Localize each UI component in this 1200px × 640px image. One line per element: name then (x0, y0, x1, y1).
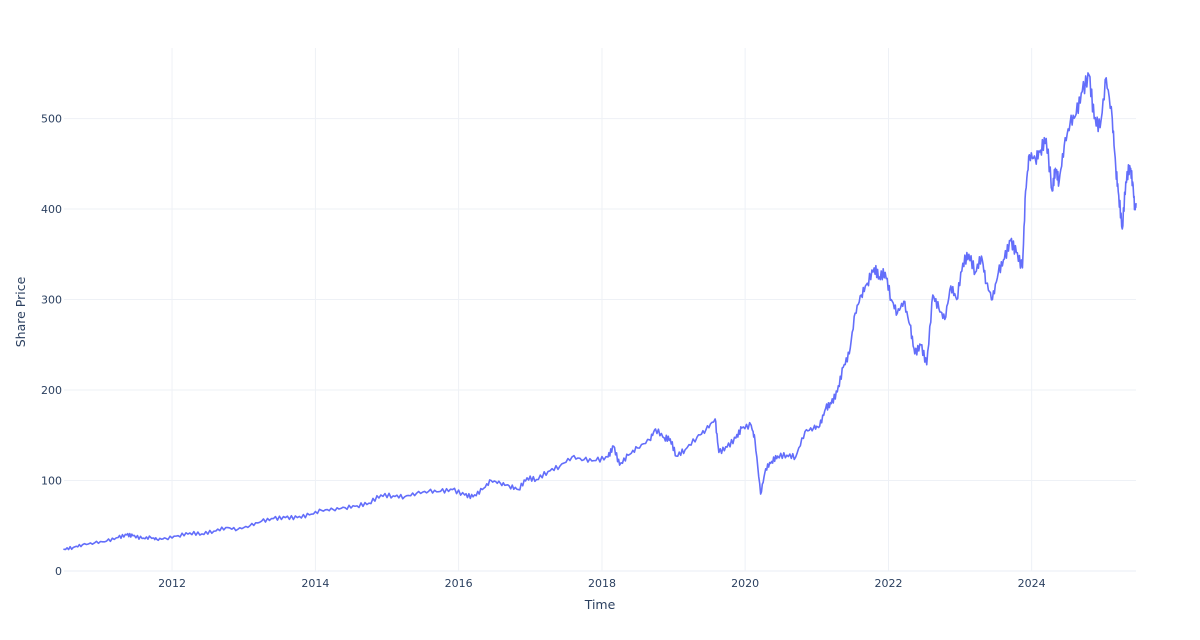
y-tick-label: 0 (55, 565, 62, 578)
y-tick-label: 100 (41, 475, 62, 488)
x-tick-label: 2020 (731, 577, 759, 590)
x-tick-label: 2018 (588, 577, 616, 590)
x-tick-label: 2014 (301, 577, 329, 590)
y-tick-label: 300 (41, 294, 62, 307)
y-tick-label: 500 (41, 113, 62, 126)
y-axis-title: Share Price (13, 276, 28, 347)
x-axis-title: Time (584, 597, 616, 612)
y-tick-label: 400 (41, 203, 62, 216)
x-tick-label: 2022 (874, 577, 902, 590)
series-line-0 (63, 72, 1137, 551)
x-tick-label: 2024 (1018, 577, 1046, 590)
x-axis-ticks: 2012 2014 2016 2018 2020 2022 2024 (158, 577, 1046, 590)
y-axis-ticks: 0 100 200 300 400 500 (41, 113, 62, 578)
gridlines (64, 48, 1136, 572)
y-tick-label: 200 (41, 384, 62, 397)
x-tick-label: 2012 (158, 577, 186, 590)
series-layer (63, 72, 1137, 551)
x-tick-label: 2016 (445, 577, 473, 590)
